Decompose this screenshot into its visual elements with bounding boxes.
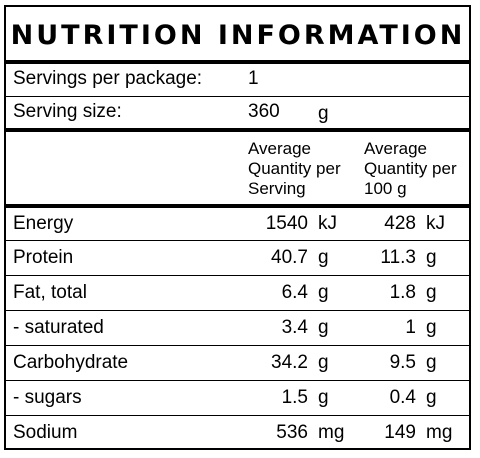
per-serving-unit: mg	[318, 422, 345, 443]
per-100g-unit: g	[426, 352, 437, 373]
per-serving-value: 6.4	[281, 282, 308, 303]
servings-divider	[5, 96, 470, 97]
header-per-100g-line3: 100 g	[364, 179, 407, 198]
per-serving-unit: kJ	[318, 213, 337, 234]
nutrient-name: - saturated	[13, 317, 104, 338]
per-100g-unit: mg	[426, 422, 453, 443]
per-100g-value: 1	[405, 317, 416, 338]
servings-value: 1	[248, 68, 259, 89]
nutrient-name: Carbohydrate	[13, 352, 129, 373]
header-per-serving-line2: Quantity per	[248, 159, 341, 178]
per-100g-unit: kJ	[426, 213, 445, 234]
servings-label: Servings per package:	[13, 68, 203, 89]
nutrient-name: Fat, total	[13, 282, 87, 303]
serving-size-value: 360	[248, 101, 280, 122]
row-divider	[5, 310, 470, 311]
per-100g-unit: g	[426, 317, 437, 338]
per-100g-value: 1.8	[389, 282, 416, 303]
serving-size-unit: g	[318, 103, 329, 124]
per-serving-value: 1540	[265, 213, 308, 234]
title-divider	[5, 60, 470, 64]
nutrition-panel	[4, 5, 471, 450]
per-100g-unit: g	[426, 247, 437, 268]
header-bottom-divider	[5, 204, 470, 208]
header-per-100g-line1: Average	[364, 139, 428, 158]
per-serving-unit: g	[318, 352, 329, 373]
per-serving-unit: g	[318, 247, 329, 268]
per-100g-value: 428	[384, 213, 416, 234]
row-divider	[5, 240, 470, 241]
serving-size-label: Serving size:	[13, 101, 122, 122]
per-serving-value: 40.7	[271, 247, 308, 268]
nutrient-name: Energy	[13, 213, 74, 234]
row-divider	[5, 345, 470, 346]
row-divider	[5, 380, 470, 381]
per-serving-unit: g	[318, 317, 329, 338]
per-serving-unit: g	[318, 387, 329, 408]
header-per-100g-line2: Quantity per	[364, 159, 457, 178]
header-per-serving-line1: Average	[248, 139, 312, 158]
header-per-serving-line3: Serving	[248, 179, 306, 198]
panel-title: NUTRITION INFORMATION	[10, 20, 466, 51]
per-serving-value: 3.4	[281, 317, 308, 338]
per-100g-value: 149	[384, 422, 416, 443]
nutrient-name: Sodium	[13, 422, 78, 443]
per-100g-unit: g	[426, 387, 437, 408]
per-100g-value: 0.4	[389, 387, 416, 408]
per-100g-value: 9.5	[389, 352, 416, 373]
per-serving-value: 34.2	[271, 352, 308, 373]
per-100g-value: 11.3	[380, 247, 416, 268]
row-divider	[5, 415, 470, 416]
nutrient-name: Protein	[13, 247, 74, 268]
per-serving-value: 1.5	[281, 387, 308, 408]
per-serving-value: 536	[276, 422, 308, 443]
row-divider	[5, 275, 470, 276]
per-100g-unit: g	[426, 282, 437, 303]
nutrient-name: - sugars	[13, 387, 82, 408]
header-top-divider	[5, 128, 470, 132]
per-serving-unit: g	[318, 282, 329, 303]
